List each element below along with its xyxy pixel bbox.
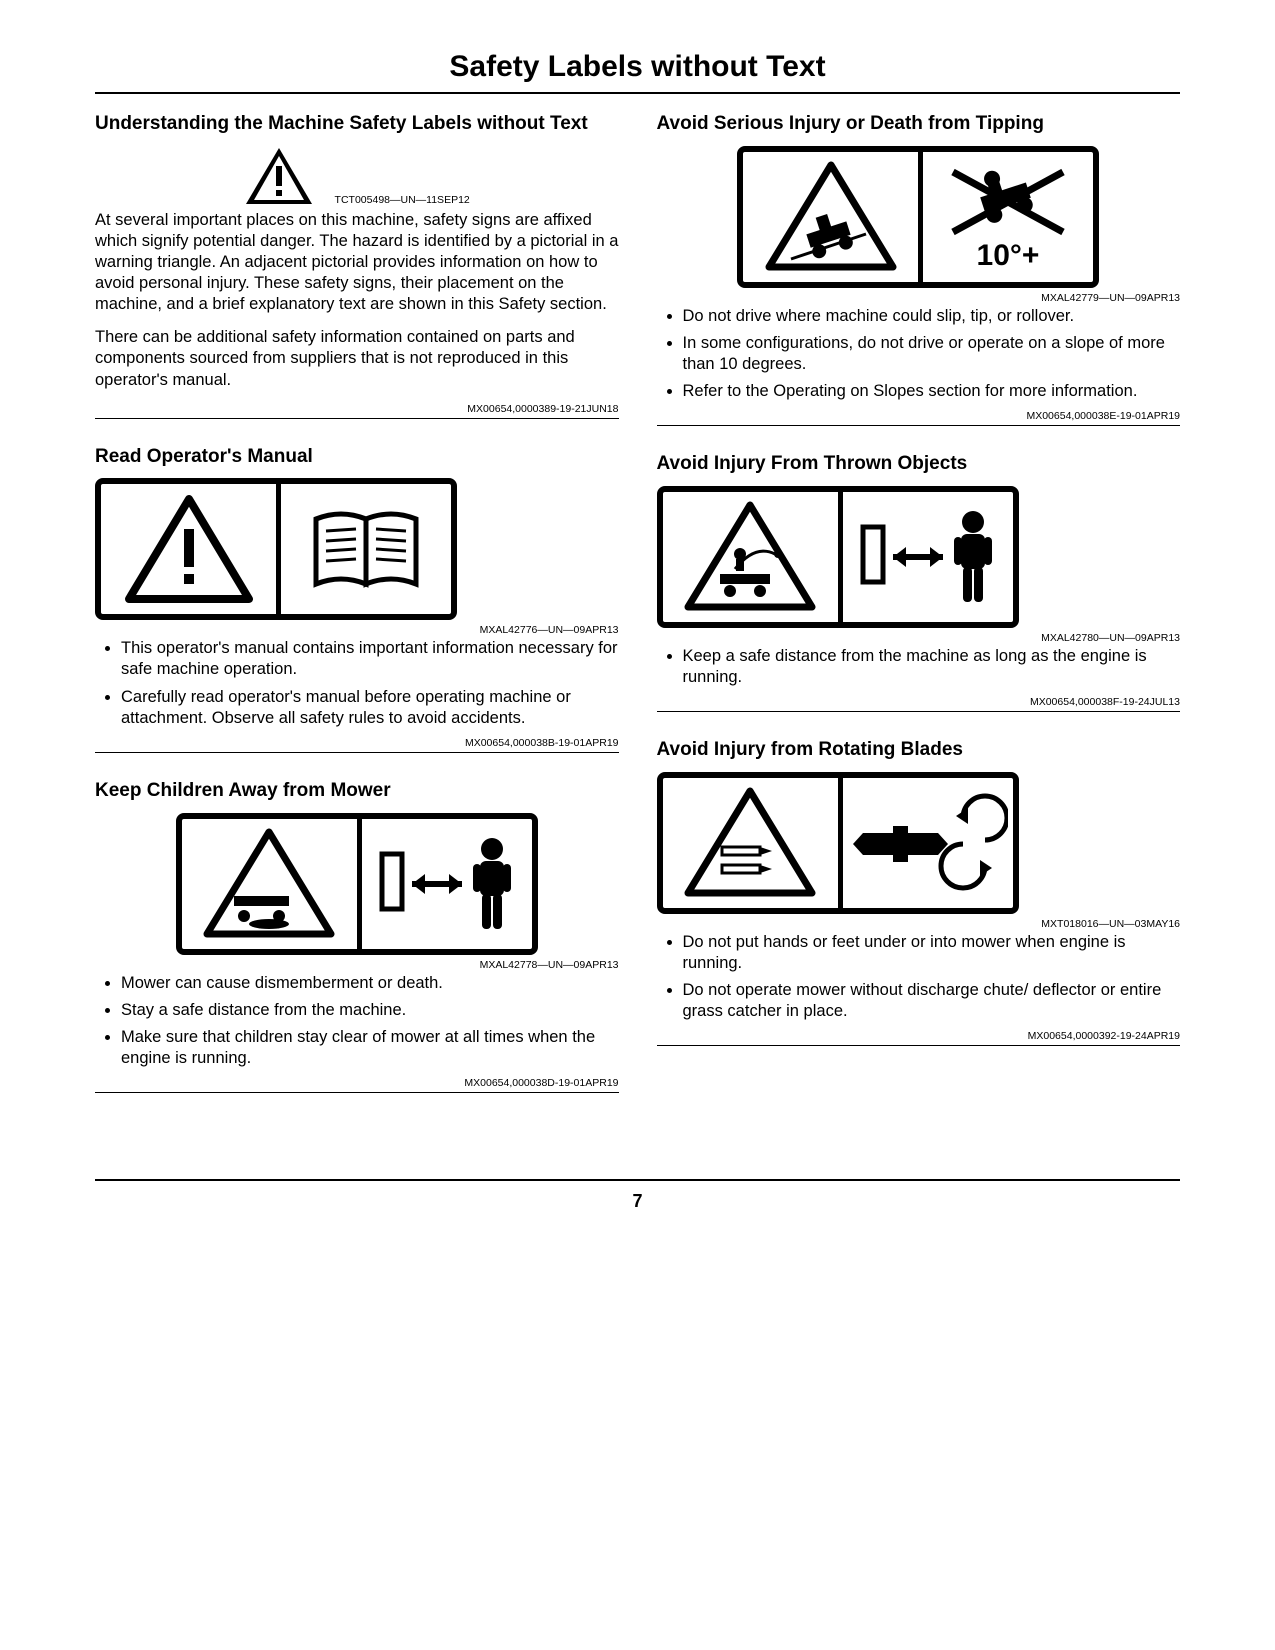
list-item: Make sure that children stay clear of mo… bbox=[121, 1027, 619, 1069]
section-understanding: Understanding the Machine Safety Labels … bbox=[95, 112, 619, 419]
label-cell-warning bbox=[663, 492, 838, 622]
section-title: Understanding the Machine Safety Labels … bbox=[95, 112, 619, 136]
tipping-triangle-icon bbox=[761, 159, 901, 274]
image-ref: MXAL42776—UN—09APR13 bbox=[95, 624, 619, 636]
rotating-blade-icon bbox=[848, 788, 1008, 898]
paragraph: At several important places on this mach… bbox=[95, 210, 619, 316]
footer-ref: MX00654,0000389-19-21JUN18 bbox=[95, 403, 619, 419]
image-ref: MXAL42780—UN—09APR13 bbox=[657, 632, 1181, 644]
page-number: 7 bbox=[95, 1191, 1180, 1212]
label-cell-rotating bbox=[838, 778, 1013, 908]
list-item: Carefully read operator's manual before … bbox=[121, 687, 619, 729]
section-title: Avoid Injury From Thrown Objects bbox=[657, 452, 1181, 476]
bullet-list: This operator's manual contains importan… bbox=[95, 638, 619, 728]
label-graphic: 10°+ bbox=[657, 146, 1181, 288]
page-bottom-rule bbox=[95, 1179, 1180, 1181]
thrown-object-triangle-icon bbox=[680, 499, 820, 614]
keep-distance-icon bbox=[367, 829, 527, 939]
no-slope-icon: 10°+ bbox=[928, 157, 1088, 277]
section-title: Avoid Serious Injury or Death from Tippi… bbox=[657, 112, 1181, 136]
label-cell-warning bbox=[101, 484, 276, 614]
keep-distance-icon bbox=[848, 502, 1008, 612]
list-item: This operator's manual contains importan… bbox=[121, 638, 619, 680]
two-column-layout: Understanding the Machine Safety Labels … bbox=[95, 112, 1180, 1119]
label-cell-warning bbox=[182, 819, 357, 949]
image-ref: MXAL42778—UN—09APR13 bbox=[95, 959, 619, 971]
right-column: Avoid Serious Injury or Death from Tippi… bbox=[657, 112, 1181, 1119]
label-cell-distance bbox=[838, 492, 1013, 622]
section-tipping: Avoid Serious Injury or Death from Tippi… bbox=[657, 112, 1181, 426]
bullet-list: Keep a safe distance from the machine as… bbox=[657, 646, 1181, 688]
warning-triangle-icon bbox=[244, 146, 314, 206]
section-thrown: Avoid Injury From Thrown Objects bbox=[657, 452, 1181, 712]
label-graphic bbox=[95, 813, 619, 955]
section-title: Read Operator's Manual bbox=[95, 445, 619, 469]
list-item: Keep a safe distance from the machine as… bbox=[683, 646, 1181, 688]
label-cell-slope: 10°+ bbox=[918, 152, 1093, 282]
label-graphic bbox=[657, 486, 1181, 628]
bullet-list: Do not put hands or feet under or into m… bbox=[657, 932, 1181, 1022]
footer-ref: MX00654,0000392-19-24APR19 bbox=[657, 1030, 1181, 1046]
bullet-list: Mower can cause dismemberment or death. … bbox=[95, 973, 619, 1069]
section-children: Keep Children Away from Mower bbox=[95, 779, 619, 1093]
label-graphic bbox=[95, 478, 619, 620]
list-item: Refer to the Operating on Slopes section… bbox=[683, 381, 1181, 402]
label-cell-distance bbox=[357, 819, 532, 949]
section-title: Avoid Injury from Rotating Blades bbox=[657, 738, 1181, 762]
paragraph: There can be additional safety informati… bbox=[95, 327, 619, 390]
blade-hazard-triangle-icon bbox=[680, 785, 820, 900]
label-cell-manual bbox=[276, 484, 451, 614]
list-item: Do not drive where machine could slip, t… bbox=[683, 306, 1181, 327]
footer-ref: MX00654,000038B-19-01APR19 bbox=[95, 737, 619, 753]
image-ref: TCT005498—UN—11SEP12 bbox=[320, 194, 470, 206]
footer-ref: MX00654,000038F-19-24JUL13 bbox=[657, 696, 1181, 712]
bullet-list: Do not drive where machine could slip, t… bbox=[657, 306, 1181, 402]
list-item: In some configurations, do not drive or … bbox=[683, 333, 1181, 375]
caution-triangle-wrap: TCT005498—UN—11SEP12 bbox=[95, 146, 619, 206]
open-book-icon bbox=[301, 499, 431, 599]
list-item: Mower can cause dismemberment or death. bbox=[121, 973, 619, 994]
mower-hazard-triangle-icon bbox=[199, 826, 339, 941]
svg-text:10°+: 10°+ bbox=[977, 239, 1040, 272]
section-blades: Avoid Injury from Rotating Blades bbox=[657, 738, 1181, 1046]
warning-triangle-icon bbox=[124, 494, 254, 604]
image-ref: MXAL42779—UN—09APR13 bbox=[657, 292, 1181, 304]
label-graphic bbox=[657, 772, 1181, 914]
label-cell-warning bbox=[743, 152, 918, 282]
list-item: Stay a safe distance from the machine. bbox=[121, 1000, 619, 1021]
list-item: Do not operate mower without discharge c… bbox=[683, 980, 1181, 1022]
section-read-manual: Read Operator's Manual bbox=[95, 445, 619, 753]
footer-ref: MX00654,000038E-19-01APR19 bbox=[657, 410, 1181, 426]
page-title: Safety Labels without Text bbox=[95, 50, 1180, 94]
section-title: Keep Children Away from Mower bbox=[95, 779, 619, 803]
label-cell-warning bbox=[663, 778, 838, 908]
left-column: Understanding the Machine Safety Labels … bbox=[95, 112, 619, 1119]
list-item: Do not put hands or feet under or into m… bbox=[683, 932, 1181, 974]
footer-ref: MX00654,000038D-19-01APR19 bbox=[95, 1077, 619, 1093]
image-ref: MXT018016—UN—03MAY16 bbox=[657, 918, 1181, 930]
